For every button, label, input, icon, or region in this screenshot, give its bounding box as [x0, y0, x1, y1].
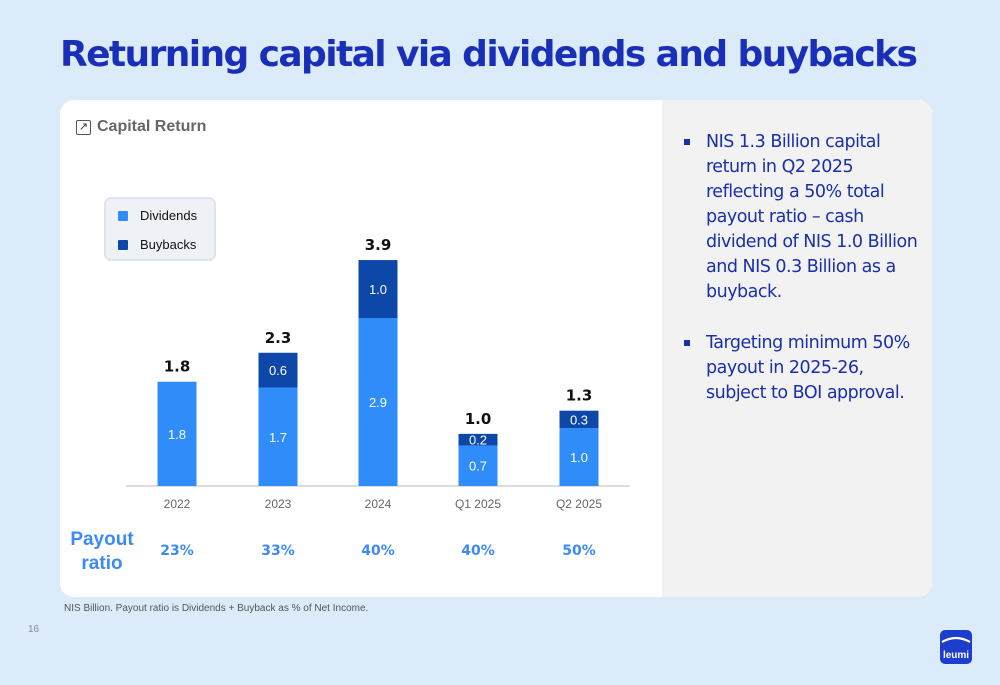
x-tick-label: 2023 — [265, 497, 292, 511]
x-tick-label: 2022 — [164, 497, 191, 511]
bar-dividends — [559, 428, 599, 486]
bar-value-label-buybacks: 1.0 — [369, 282, 387, 297]
card-header-label: Capital Return — [97, 118, 207, 135]
bar-total-label: 1.3 — [566, 387, 593, 405]
bullet-item: NIS 1.3 Billion capital return in Q2 202… — [684, 130, 920, 305]
chart-legend: Dividends Buybacks — [104, 197, 216, 261]
bullet-square-icon — [684, 139, 690, 145]
page-number: 16 — [28, 624, 40, 635]
bar-value-label-buybacks: 0.2 — [469, 433, 487, 448]
commentary-bullets: NIS 1.3 Billion capital return in Q2 202… — [684, 130, 920, 432]
legend-label-buybacks: Buybacks — [140, 237, 197, 252]
commentary-panel — [662, 100, 932, 597]
logo-text: leumi — [942, 650, 970, 661]
bar-total-label: 2.3 — [265, 329, 292, 347]
bar-value-label-dividends: 0.7 — [469, 459, 487, 474]
bullet-text: NIS 1.3 Billion capital return in Q2 202… — [706, 132, 918, 302]
bar-buybacks — [458, 433, 498, 446]
legend-label-dividends: Dividends — [140, 208, 198, 223]
card-header: ↗ Capital Return — [76, 118, 206, 136]
legend-item-buybacks: Buybacks — [118, 237, 196, 252]
logo-wave-icon — [941, 636, 971, 643]
bar-dividends — [458, 445, 498, 486]
payout-ratio-label: Payout ratio — [70, 529, 134, 574]
legend-item-dividends: Dividends — [118, 208, 197, 223]
bullet-item: Targeting minimum 50% payout in 2025-26,… — [684, 331, 920, 406]
bar-total-label: 1.8 — [164, 358, 191, 376]
bar-dividends — [157, 381, 197, 486]
bar-buybacks — [559, 410, 599, 429]
legend-swatch-dividends — [118, 210, 128, 221]
payout-ratio-value: 33% — [261, 543, 295, 559]
payout-ratio-value: 40% — [461, 543, 495, 559]
capital-return-card: ↗ Capital Return 1.8 1.8 2022 23% 1.7 0.6 2.3 2… — [60, 100, 932, 597]
bar-value-label-buybacks: 0.3 — [570, 412, 588, 427]
bullet-text: Targeting minimum 50% payout in 2025-26,… — [706, 333, 910, 403]
bullet-square-icon — [684, 340, 690, 346]
bar-value-label-dividends: 1.0 — [570, 450, 588, 465]
bar-buybacks — [358, 260, 398, 318]
bar-total-label: 3.9 — [365, 236, 392, 254]
arrow-up-right-icon: ↗ — [76, 119, 91, 135]
capital-return-chart: 1.8 1.8 2022 23% 1.7 0.6 2.3 2023 33% 2.9 1.0 3.9 20… — [126, 236, 630, 559]
leumi-logo: leumi — [940, 630, 972, 664]
bar-value-label-dividends: 1.8 — [168, 427, 186, 442]
bar-dividends — [258, 387, 298, 486]
slide-title: Returning capital via dividends and buyb… — [60, 34, 918, 75]
payout-ratio-value: 50% — [562, 543, 596, 559]
bar-value-label-buybacks: 0.6 — [269, 363, 287, 378]
bar-dividends — [358, 318, 398, 486]
bar-value-label-dividends: 2.9 — [369, 395, 387, 410]
bar-value-label-dividends: 1.7 — [269, 430, 287, 445]
legend-swatch-buybacks — [118, 239, 128, 250]
bar-total-label: 1.0 — [465, 410, 492, 428]
x-tick-label: Q2 2025 — [556, 497, 602, 511]
footnote: NIS Billion. Payout ratio is Dividends +… — [64, 603, 369, 614]
payout-ratio-value: 23% — [160, 543, 194, 559]
bar-buybacks — [258, 352, 298, 388]
x-tick-label: 2024 — [365, 497, 392, 511]
payout-ratio-value: 40% — [361, 543, 395, 559]
x-tick-label: Q1 2025 — [455, 497, 501, 511]
